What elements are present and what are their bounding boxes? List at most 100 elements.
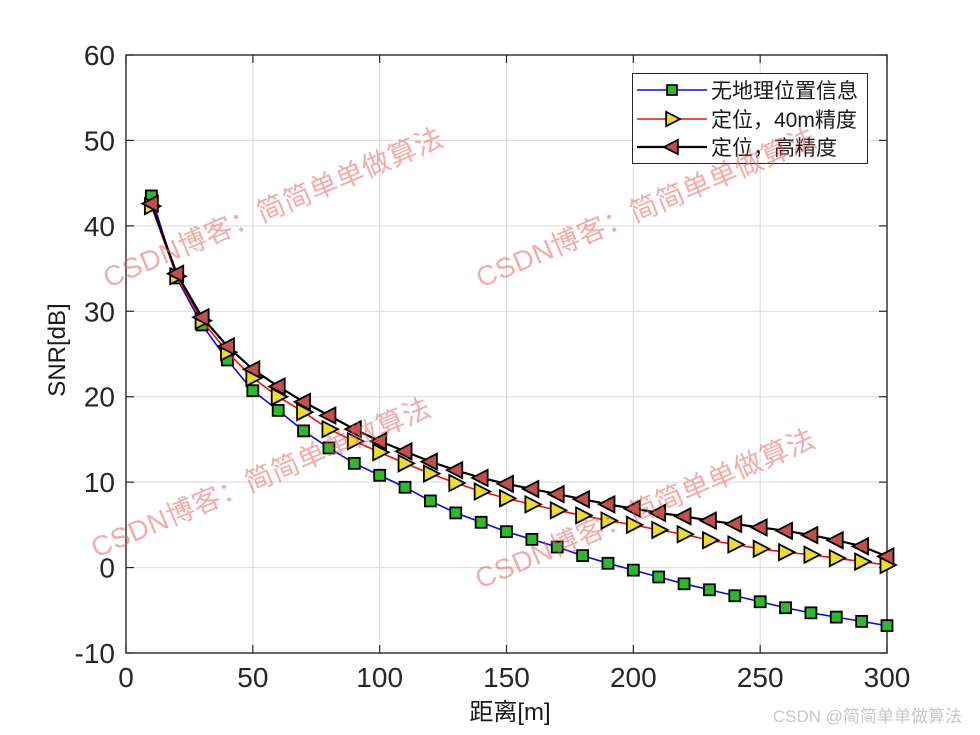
legend-triangle-right-marker-icon bbox=[637, 109, 707, 128]
series-line bbox=[150, 203, 888, 558]
series-marker bbox=[597, 494, 616, 514]
series-marker bbox=[698, 511, 717, 531]
series-marker bbox=[825, 530, 844, 550]
series-marker bbox=[394, 441, 413, 461]
series-marker bbox=[626, 563, 640, 577]
series-marker bbox=[673, 506, 692, 526]
series-marker bbox=[397, 453, 416, 473]
series-marker bbox=[549, 500, 569, 520]
series-marker bbox=[651, 520, 670, 540]
series-marker bbox=[246, 384, 260, 398]
legend-item: 定位，40m精度 bbox=[633, 105, 867, 133]
series-marker bbox=[665, 109, 683, 128]
series-marker bbox=[625, 515, 645, 535]
legend-square-marker-icon bbox=[637, 83, 707, 96]
series-marker bbox=[191, 307, 210, 327]
series-marker bbox=[880, 619, 894, 633]
series-marker bbox=[876, 546, 895, 566]
series-marker bbox=[470, 468, 489, 488]
y-tick-label: 10 bbox=[84, 467, 115, 498]
y-tick-label: 60 bbox=[84, 40, 115, 71]
x-axis-label: 距离[m] bbox=[469, 699, 551, 726]
series-marker bbox=[422, 464, 442, 484]
series-marker bbox=[661, 138, 679, 156]
series-marker bbox=[444, 460, 464, 480]
series-marker bbox=[850, 536, 870, 556]
legend-label: 定位，40m精度 bbox=[711, 108, 857, 132]
series-marker bbox=[855, 614, 869, 628]
legend-label: 定位，高精度 bbox=[711, 137, 837, 161]
series-marker bbox=[779, 601, 792, 615]
y-tick-label: -10 bbox=[75, 638, 115, 669]
data-series bbox=[144, 189, 894, 633]
series-marker bbox=[829, 610, 843, 624]
series-marker bbox=[575, 505, 594, 525]
series-marker bbox=[449, 506, 463, 520]
series-marker bbox=[368, 431, 388, 451]
y-tick-label: 50 bbox=[84, 125, 115, 156]
series-marker bbox=[500, 525, 513, 539]
chart-legend: 无地理位置信息 定位，40m精度 定位，高精度 bbox=[632, 73, 868, 164]
series-marker bbox=[550, 540, 564, 554]
series-marker bbox=[546, 484, 565, 504]
series-marker bbox=[419, 452, 438, 472]
x-tick-label: 0 bbox=[118, 662, 134, 693]
series-marker bbox=[727, 535, 746, 554]
series-marker bbox=[676, 524, 696, 544]
series-marker bbox=[525, 532, 539, 546]
legend-triangle-left-marker-icon bbox=[637, 138, 707, 156]
csdn-credit: CSDN @简简单单做算法 bbox=[772, 707, 962, 726]
series-marker bbox=[297, 424, 310, 438]
series-marker bbox=[346, 431, 366, 451]
series-marker bbox=[728, 589, 742, 603]
series-marker bbox=[571, 489, 590, 509]
series-marker bbox=[600, 511, 619, 531]
legend-item: 定位，高精度 bbox=[633, 133, 867, 161]
series-marker bbox=[702, 530, 721, 550]
x-tick-label: 250 bbox=[737, 662, 784, 693]
x-tick-label: 100 bbox=[356, 662, 403, 693]
y-tick-label: 20 bbox=[84, 382, 115, 413]
series-marker bbox=[165, 264, 185, 284]
series-marker bbox=[652, 570, 666, 584]
series-marker bbox=[752, 539, 772, 559]
series-marker bbox=[601, 556, 615, 570]
y-axis-label: SNR[dB] bbox=[44, 303, 71, 397]
series-marker bbox=[321, 419, 340, 439]
series-marker bbox=[854, 552, 873, 572]
series-marker bbox=[524, 494, 543, 514]
series-marker bbox=[372, 442, 391, 462]
series-marker bbox=[347, 456, 361, 470]
series-marker bbox=[140, 194, 159, 214]
series-marker bbox=[774, 521, 793, 541]
series-marker bbox=[803, 545, 822, 565]
y-tick-label: 30 bbox=[84, 296, 115, 327]
x-tick-label: 200 bbox=[610, 662, 657, 693]
series-marker bbox=[749, 517, 768, 537]
series-marker bbox=[723, 514, 743, 534]
x-tick-label: 50 bbox=[237, 662, 268, 693]
series-marker bbox=[520, 479, 540, 499]
series-marker bbox=[778, 542, 797, 562]
series-marker bbox=[576, 549, 589, 563]
series-marker bbox=[292, 392, 311, 412]
series-marker bbox=[216, 336, 235, 356]
series-marker bbox=[799, 525, 819, 545]
series-marker bbox=[666, 83, 678, 96]
series-marker bbox=[322, 441, 336, 455]
series-marker bbox=[647, 503, 667, 523]
series-marker bbox=[448, 473, 467, 493]
series-marker bbox=[317, 406, 337, 425]
series-marker bbox=[677, 577, 691, 591]
series-marker bbox=[373, 468, 387, 482]
series-marker bbox=[474, 515, 488, 529]
legend-label: 无地理位置信息 bbox=[711, 79, 858, 103]
series-marker bbox=[423, 494, 437, 508]
data-series bbox=[140, 194, 895, 566]
series-line bbox=[150, 195, 888, 627]
y-tick-label: 40 bbox=[84, 211, 115, 242]
series-marker bbox=[343, 419, 362, 439]
series-marker bbox=[828, 548, 848, 568]
x-tick-label: 300 bbox=[864, 662, 911, 693]
